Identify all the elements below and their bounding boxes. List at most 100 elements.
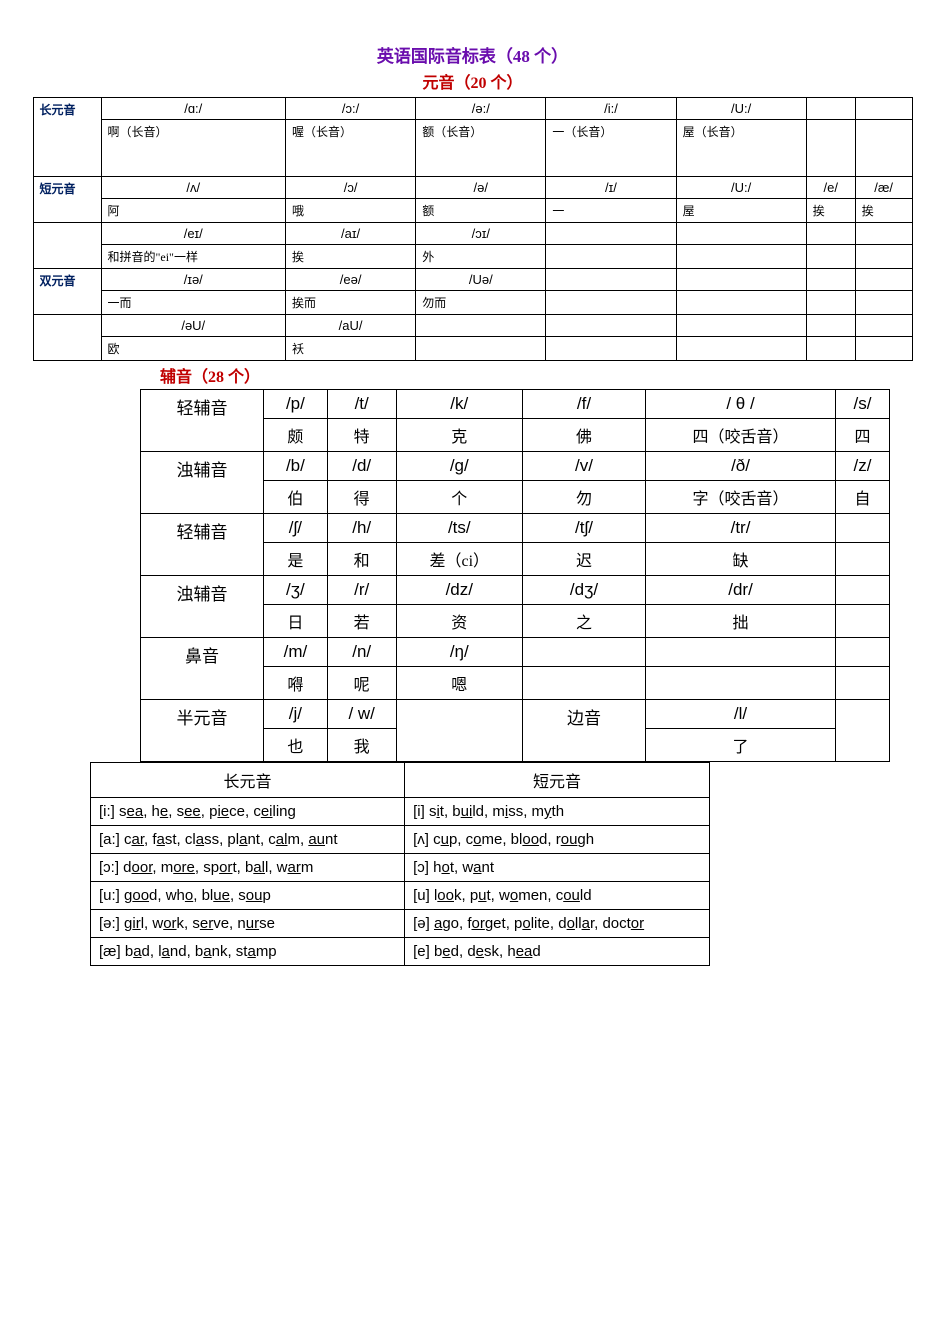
vowel-phon: /ɪə/ xyxy=(101,269,286,291)
cons-hint: 日 xyxy=(264,605,328,638)
vowels-title: 元音（20 个） xyxy=(20,69,925,93)
cons-hint: 嗯 xyxy=(396,667,522,700)
main-title: 英语国际音标表（48 个） xyxy=(20,42,925,67)
cons-phon xyxy=(646,638,836,667)
cons-hint: 缺 xyxy=(646,543,836,576)
example-long: [ɔ:] door, more, sport, ball, warm xyxy=(91,854,405,882)
empty-cell xyxy=(396,700,522,762)
example-short: [ə] ago, forget, polite, dollar, doctor xyxy=(405,910,710,938)
vowel-phon: /ɑ:/ xyxy=(101,98,286,120)
cons-row-label: 轻辅音 xyxy=(141,514,264,576)
cons-hint: 我 xyxy=(327,729,396,762)
cons-phon: /k/ xyxy=(396,390,522,419)
examples-table: 长元音 短元音 [i:] sea, he, see, piece, ceilin… xyxy=(90,762,710,966)
cons-phon: /g/ xyxy=(396,452,522,481)
cons-phon: /dz/ xyxy=(396,576,522,605)
cons-phon: /tr/ xyxy=(646,514,836,543)
cons-phon: / θ / xyxy=(646,390,836,419)
vowel-hint: 一（长音） xyxy=(546,120,676,177)
cons-phon: /ð/ xyxy=(646,452,836,481)
semi-vowel-label: 半元音 xyxy=(141,700,264,762)
cons-hint: 若 xyxy=(327,605,396,638)
cons-hint xyxy=(523,667,646,700)
examples-header-long: 长元音 xyxy=(91,763,405,798)
example-short: [u] look, put, women, could xyxy=(405,882,710,910)
vowel-phon: /ʌ/ xyxy=(101,177,286,199)
short-vowel-label: 短元音 xyxy=(33,177,101,223)
example-short: [ɔ] hot, want xyxy=(405,854,710,882)
empty-cell xyxy=(855,337,912,361)
empty-cell xyxy=(546,337,676,361)
cons-phon: /p/ xyxy=(264,390,328,419)
empty-cell xyxy=(676,245,806,269)
cons-hint: 了 xyxy=(646,729,836,762)
empty-cell xyxy=(546,315,676,337)
cons-hint: 和 xyxy=(327,543,396,576)
vowel-hint: 喔（长音） xyxy=(286,120,416,177)
vowel-phon: /ɪ/ xyxy=(546,177,676,199)
empty-cell xyxy=(806,223,855,245)
cons-hint: 克 xyxy=(396,419,522,452)
cons-row-label: 浊辅音 xyxy=(141,576,264,638)
cons-phon: /ʃ/ xyxy=(264,514,328,543)
cons-hint: 呢 xyxy=(327,667,396,700)
vowel-phon: /eɪ/ xyxy=(101,223,286,245)
cons-phon: /z/ xyxy=(836,452,890,481)
cons-phon xyxy=(836,576,890,605)
cons-phon: /j/ xyxy=(264,700,328,729)
empty-cell xyxy=(806,245,855,269)
cons-phon: /dr/ xyxy=(646,576,836,605)
vowel-hint: 屋 xyxy=(676,199,806,223)
cons-hint xyxy=(836,667,890,700)
cons-hint: 四（咬舌音） xyxy=(646,419,836,452)
example-short: [i] sit, build, miss, myth xyxy=(405,798,710,826)
cons-phon xyxy=(836,514,890,543)
vowel-phon: /U:/ xyxy=(676,177,806,199)
vowel-table: 长元音 /ɑ:/ /ɔ:/ /ə:/ /i:/ /U:/ 啊（长音） 喔（长音）… xyxy=(33,97,913,361)
vowel-phon: /e/ xyxy=(806,177,855,199)
vowel-hint: 和拼音的"ei"一样 xyxy=(101,245,286,269)
example-long: [i:] sea, he, see, piece, ceiling xyxy=(91,798,405,826)
vowel-phon: /aU/ xyxy=(286,315,416,337)
vowel-hint: 一 xyxy=(546,199,676,223)
lateral-label: 边音 xyxy=(523,700,646,762)
cons-phon: / w/ xyxy=(327,700,396,729)
vowel-hint: 挨 xyxy=(855,199,912,223)
empty-cell xyxy=(416,315,546,337)
empty-cell xyxy=(676,223,806,245)
vowel-hint: 外 xyxy=(416,245,546,269)
vowel-hint: 阿 xyxy=(101,199,286,223)
empty-cell xyxy=(806,291,855,315)
empty-cell xyxy=(806,337,855,361)
cons-phon xyxy=(836,638,890,667)
cons-hint xyxy=(836,605,890,638)
cons-hint: 个 xyxy=(396,481,522,514)
cons-phon: /h/ xyxy=(327,514,396,543)
empty-cell xyxy=(855,315,912,337)
vowel-hint: 屋（长音） xyxy=(676,120,806,177)
empty-cell xyxy=(855,98,912,120)
cons-phon: /ts/ xyxy=(396,514,522,543)
vowel-hint: 哦 xyxy=(286,199,416,223)
cons-phon: /m/ xyxy=(264,638,328,667)
example-long: [u:] good, who, blue, soup xyxy=(91,882,405,910)
cons-phon: /l/ xyxy=(646,700,836,729)
vowel-phon: /ɔ/ xyxy=(286,177,416,199)
empty-cell xyxy=(855,245,912,269)
cons-row-label: 浊辅音 xyxy=(141,452,264,514)
cons-phon: /v/ xyxy=(523,452,646,481)
example-short: [e] bed, desk, head xyxy=(405,938,710,966)
empty-cell xyxy=(806,269,855,291)
vowel-phon: /aɪ/ xyxy=(286,223,416,245)
cons-hint: 四 xyxy=(836,419,890,452)
cons-hint: 是 xyxy=(264,543,328,576)
cons-hint xyxy=(646,667,836,700)
empty-cell xyxy=(416,337,546,361)
example-long: [æ] bad, land, bank, stamp xyxy=(91,938,405,966)
cons-hint: 也 xyxy=(264,729,328,762)
cons-hint: 伯 xyxy=(264,481,328,514)
vowel-phon: /ə:/ xyxy=(416,98,546,120)
cons-hint: 资 xyxy=(396,605,522,638)
cons-phon: /f/ xyxy=(523,390,646,419)
vowel-phon: /ə/ xyxy=(416,177,546,199)
